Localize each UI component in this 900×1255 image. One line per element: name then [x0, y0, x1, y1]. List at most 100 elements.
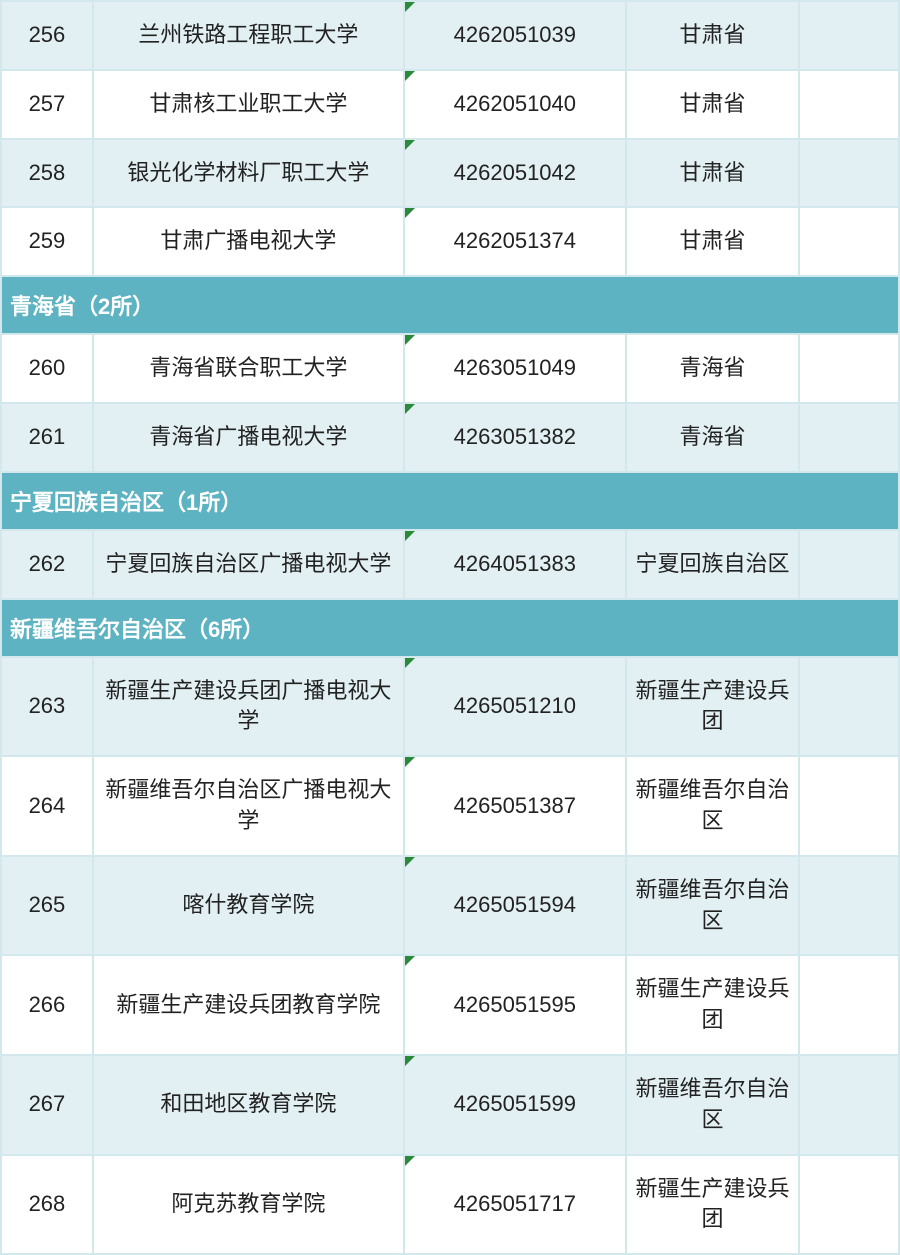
code-text: 4265051210 [454, 693, 576, 718]
cell-dept: 甘肃省 [626, 1, 800, 70]
cell-dept: 甘肃省 [626, 70, 800, 139]
cell-no: 256 [1, 1, 93, 70]
cell-name: 新疆生产建设兵团教育学院 [93, 955, 404, 1055]
corner-marker-icon [405, 531, 415, 541]
cell-no: 260 [1, 334, 93, 403]
cell-name: 青海省广播电视大学 [93, 403, 404, 472]
section-header-cell: 新疆维吾尔自治区（6所） [1, 599, 899, 657]
cell-empty [799, 403, 899, 472]
corner-marker-icon [405, 208, 415, 218]
table-row: 264新疆维吾尔自治区广播电视大学4265051387新疆维吾尔自治区 [1, 756, 899, 856]
cell-name: 甘肃核工业职工大学 [93, 70, 404, 139]
cell-empty [799, 1055, 899, 1155]
code-text: 4265051595 [454, 992, 576, 1017]
corner-marker-icon [405, 1156, 415, 1166]
cell-dept: 甘肃省 [626, 207, 800, 276]
table-row: 256兰州铁路工程职工大学 4262051039 甘肃省 [1, 1, 899, 70]
code-text: 4262051040 [454, 91, 576, 116]
code-text: 4265051387 [454, 793, 576, 818]
cell-dept: 新疆生产建设兵团 [626, 955, 800, 1055]
cell-code: 4265051387 [404, 756, 626, 856]
cell-code: 4262051039 [404, 1, 626, 70]
code-text: 4263051049 [454, 355, 576, 380]
cell-dept: 甘肃省 [626, 139, 800, 208]
cell-dept: 新疆生产建设兵团 [626, 657, 800, 757]
cell-name: 新疆生产建设兵团广播电视大学 [93, 657, 404, 757]
table-row: 261青海省广播电视大学 4263051382 青海省 [1, 403, 899, 472]
code-text: 4262051039 [454, 22, 576, 47]
cell-empty [799, 856, 899, 956]
cell-name: 宁夏回族自治区广播电视大学 [93, 530, 404, 599]
section-header-row: 宁夏回族自治区（1所） [1, 472, 899, 530]
cell-dept: 青海省 [626, 403, 800, 472]
cell-no: 266 [1, 955, 93, 1055]
code-text: 4263051382 [454, 424, 576, 449]
code-text: 4265051599 [454, 1091, 576, 1116]
cell-empty [799, 1155, 899, 1255]
corner-marker-icon [405, 857, 415, 867]
code-text: 4262051374 [454, 228, 576, 253]
cell-code: 4262051374 [404, 207, 626, 276]
cell-empty [799, 657, 899, 757]
cell-no: 261 [1, 403, 93, 472]
table-row: 258银光化学材料厂职工大学 4262051042 甘肃省 [1, 139, 899, 208]
table-row: 257甘肃核工业职工大学 4262051040 甘肃省 [1, 70, 899, 139]
cell-no: 268 [1, 1155, 93, 1255]
table-row: 268阿克苏教育学院4265051717新疆生产建设兵团 [1, 1155, 899, 1255]
section-header-row: 新疆维吾尔自治区（6所） [1, 599, 899, 657]
cell-no: 262 [1, 530, 93, 599]
cell-name: 喀什教育学院 [93, 856, 404, 956]
cell-code: 4262051042 [404, 139, 626, 208]
cell-code: 4263051382 [404, 403, 626, 472]
cell-empty [799, 207, 899, 276]
cell-code: 4265051594 [404, 856, 626, 956]
code-text: 4264051383 [454, 551, 576, 576]
table-row: 263新疆生产建设兵团广播电视大学4265051210新疆生产建设兵团 [1, 657, 899, 757]
cell-code: 4262051040 [404, 70, 626, 139]
table-row: 260青海省联合职工大学4263051049青海省 [1, 334, 899, 403]
cell-code: 4265051595 [404, 955, 626, 1055]
cell-no: 258 [1, 139, 93, 208]
cell-name: 银光化学材料厂职工大学 [93, 139, 404, 208]
cell-dept: 新疆维吾尔自治区 [626, 856, 800, 956]
schools-table: 256兰州铁路工程职工大学 4262051039 甘肃省 257甘肃核工业职工大学 42… [0, 0, 900, 1255]
cell-empty [799, 955, 899, 1055]
corner-marker-icon [405, 140, 415, 150]
code-text: 4262051042 [454, 160, 576, 185]
cell-no: 264 [1, 756, 93, 856]
cell-dept: 新疆维吾尔自治区 [626, 1055, 800, 1155]
cell-empty [799, 139, 899, 208]
cell-empty [799, 334, 899, 403]
corner-marker-icon [405, 757, 415, 767]
section-header-cell: 青海省（2所） [1, 276, 899, 334]
cell-code: 4263051049 [404, 334, 626, 403]
cell-dept: 宁夏回族自治区 [626, 530, 800, 599]
section-header-cell: 宁夏回族自治区（1所） [1, 472, 899, 530]
cell-name: 阿克苏教育学院 [93, 1155, 404, 1255]
corner-marker-icon [405, 335, 415, 345]
table-row: 265喀什教育学院4265051594新疆维吾尔自治区 [1, 856, 899, 956]
corner-marker-icon [405, 71, 415, 81]
corner-marker-icon [405, 658, 415, 668]
cell-code: 4265051717 [404, 1155, 626, 1255]
cell-empty [799, 756, 899, 856]
corner-marker-icon [405, 1056, 415, 1066]
corner-marker-icon [405, 404, 415, 414]
section-header-row: 青海省（2所） [1, 276, 899, 334]
cell-dept: 新疆维吾尔自治区 [626, 756, 800, 856]
corner-marker-icon [405, 956, 415, 966]
cell-name: 甘肃广播电视大学 [93, 207, 404, 276]
cell-no: 257 [1, 70, 93, 139]
cell-empty [799, 1, 899, 70]
cell-name: 兰州铁路工程职工大学 [93, 1, 404, 70]
corner-marker-icon [405, 2, 415, 12]
cell-code: 4264051383 [404, 530, 626, 599]
cell-code: 4265051599 [404, 1055, 626, 1155]
cell-code: 4265051210 [404, 657, 626, 757]
cell-empty [799, 70, 899, 139]
table-row: 266新疆生产建设兵团教育学院 4265051595 新疆生产建设兵团 [1, 955, 899, 1055]
cell-name: 和田地区教育学院 [93, 1055, 404, 1155]
cell-no: 259 [1, 207, 93, 276]
cell-name: 青海省联合职工大学 [93, 334, 404, 403]
table-row: 259甘肃广播电视大学 4262051374 甘肃省 [1, 207, 899, 276]
